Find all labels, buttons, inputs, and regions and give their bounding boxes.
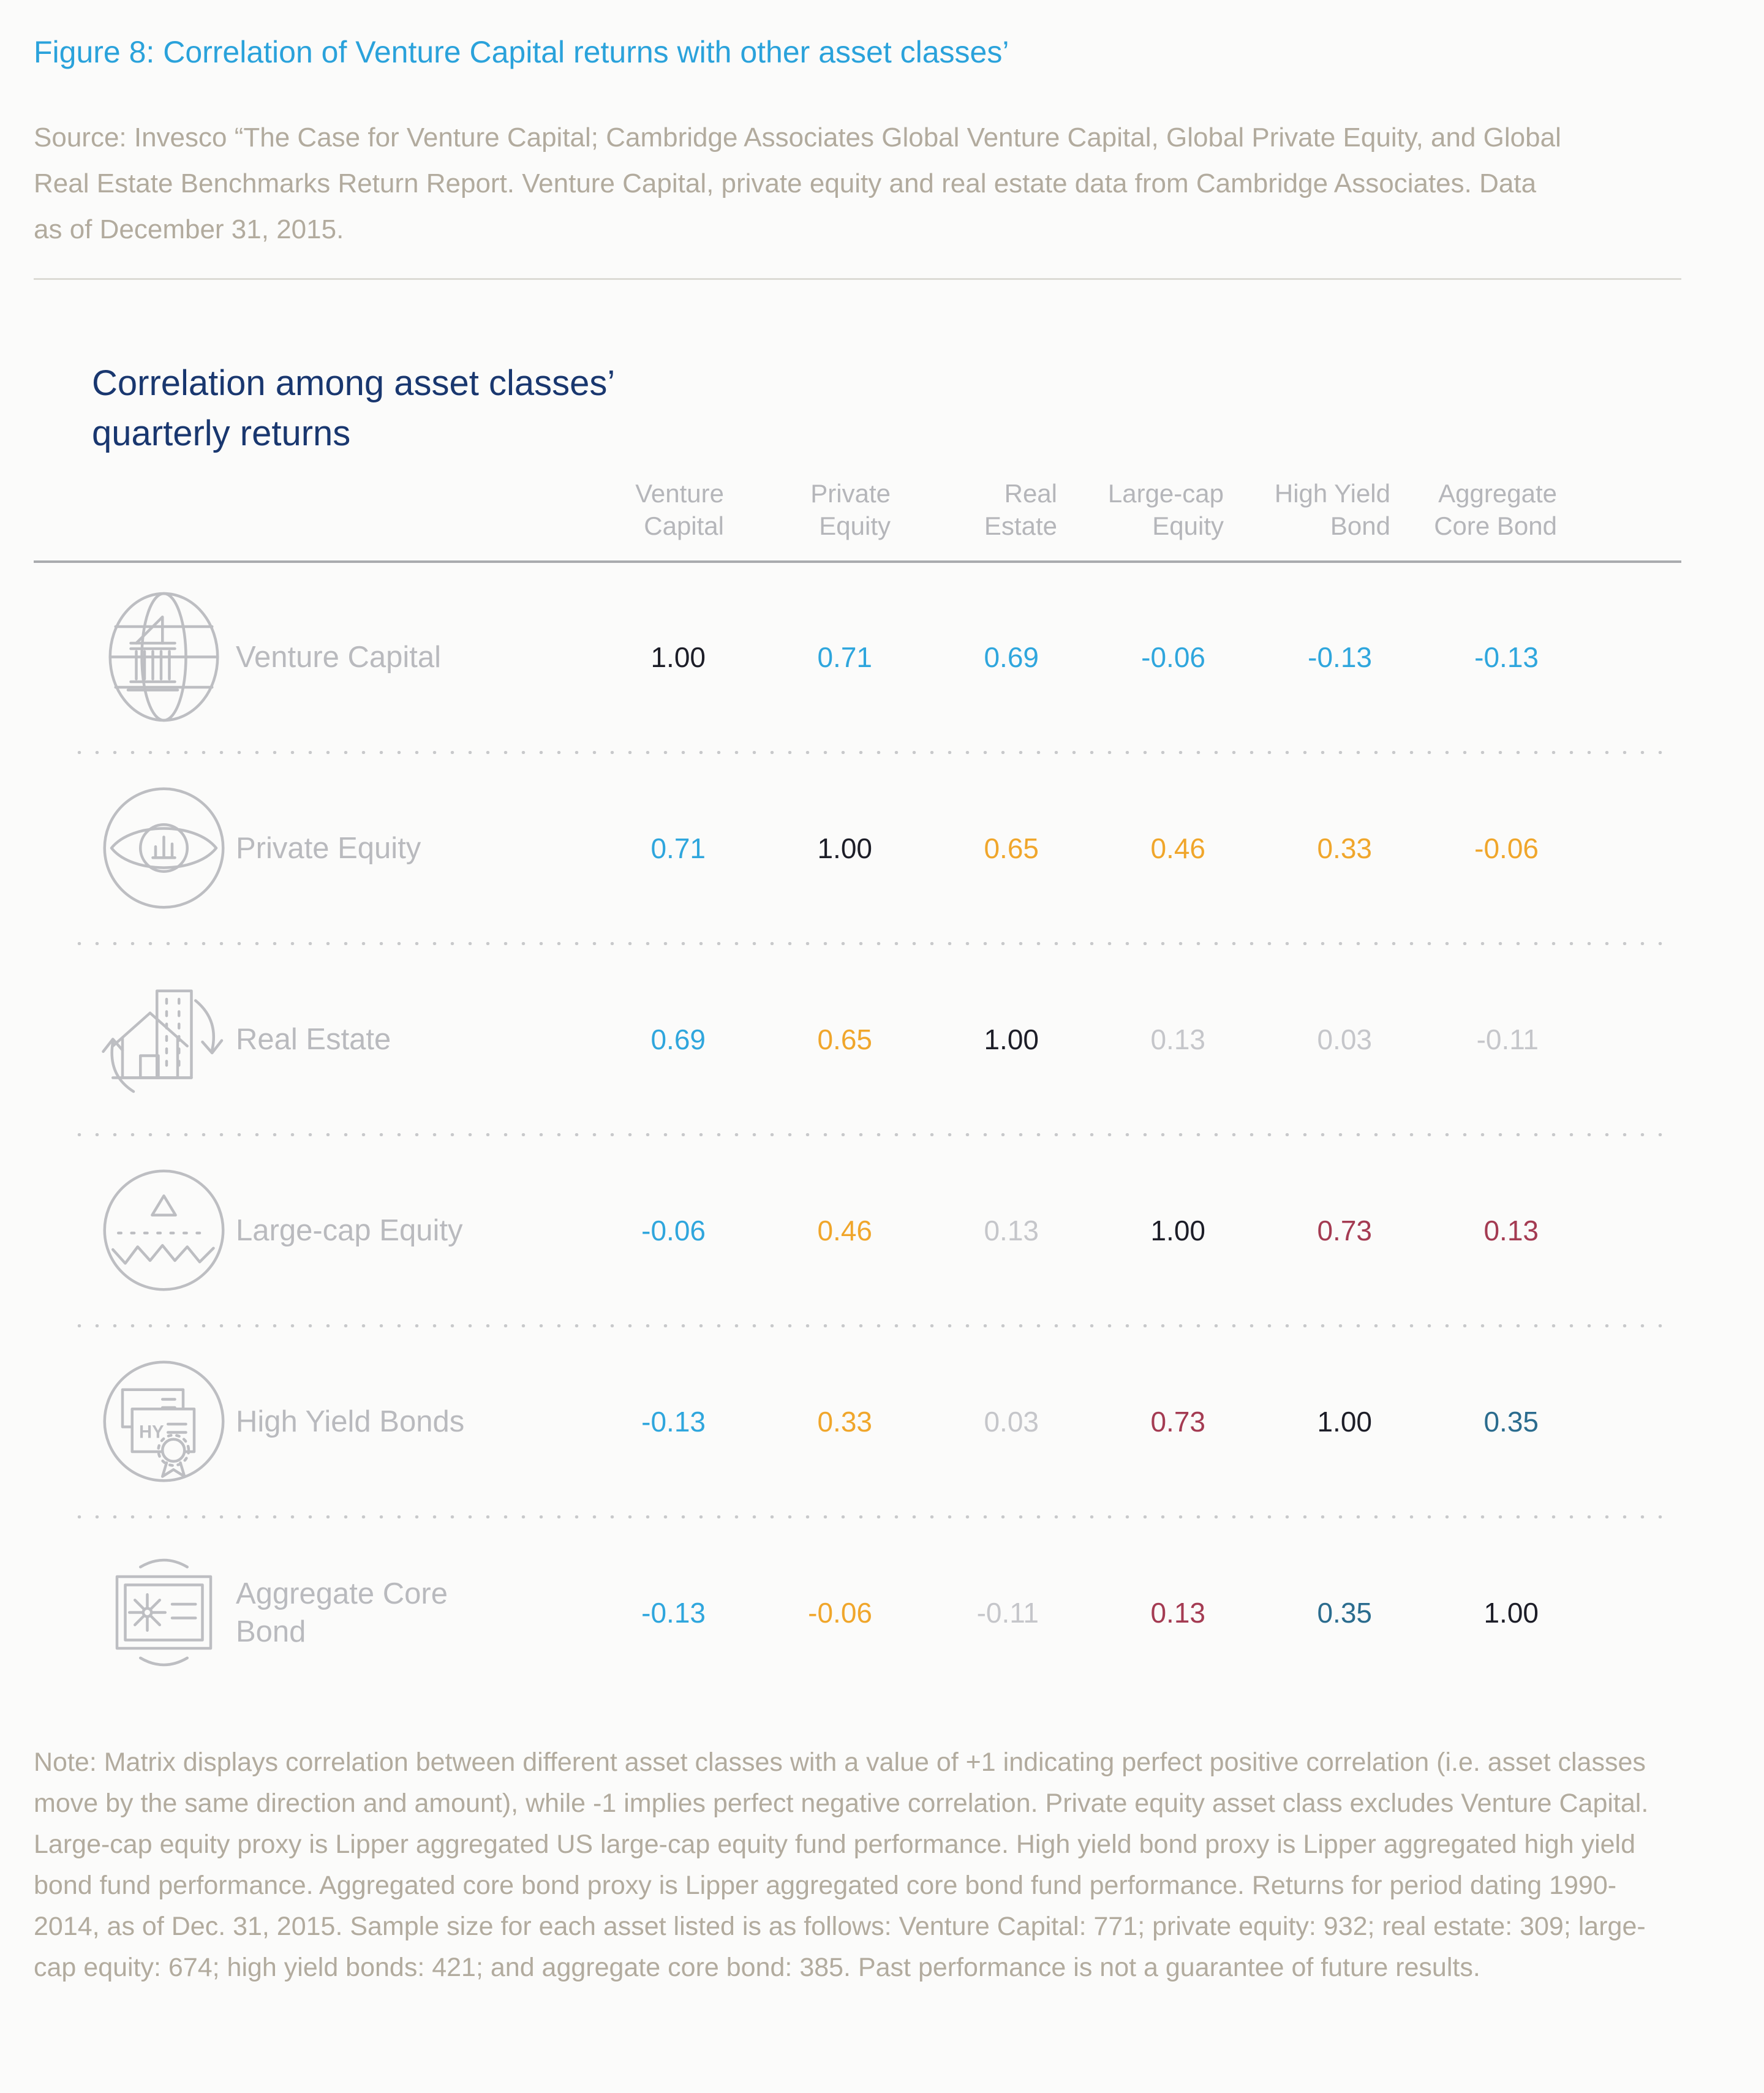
correlation-value: 0.65 [984,832,1039,864]
row-label: Real Estate [236,1022,391,1056]
table-row-large-cap-equity: Large-cap Equity -0.06 0.46 0.13 1.00 0.… [34,1136,1681,1324]
table-row-venture-capital: Venture Capital 1.00 0.71 0.69 -0.06 -0.… [34,563,1681,751]
column-header-high-yield-bond: High Yield Bond [1274,479,1390,540]
row-label: Large-cap Equity [236,1213,463,1247]
column-header-venture-capital: Venture Capital [635,479,724,540]
table-row-real-estate: Real Estate 0.69 0.65 1.00 0.13 0.03 -0.… [34,945,1681,1133]
chart-title: Correlation among asset classes’ quarter… [92,363,614,453]
correlation-value: 1.00 [650,641,706,673]
table-row-private-equity: Private Equity 0.71 1.00 0.65 0.46 0.33 … [34,754,1681,942]
figure-title: Figure 8: Correlation of Venture Capital… [34,35,1009,69]
dotted-separator [70,1133,1675,1136]
source-text: Source: Invesco “The Case for Venture Ca… [34,123,1561,244]
correlation-value: 0.35 [1483,1405,1539,1438]
svg-text:HY: HY [139,1423,164,1442]
row-label: Venture Capital [236,640,442,674]
divider [34,278,1681,280]
correlation-value: -0.13 [641,1596,706,1629]
correlation-value: -0.11 [976,1596,1039,1629]
column-header-large-cap-equity: Large-cap Equity [1107,479,1224,540]
correlation-value: 0.13 [984,1214,1039,1246]
correlation-matrix: Venture Capital Private Equity Real Esta… [34,477,1681,1706]
correlation-value: 0.46 [817,1214,872,1246]
column-header-aggregate-core-bond: Aggregate Core Bond [1434,479,1557,540]
dotted-separator [70,1515,1675,1518]
correlation-value: 0.46 [1150,832,1205,864]
column-header-private-equity: Private Equity [810,479,891,540]
correlation-value: -0.13 [1308,641,1372,673]
correlation-value: -0.06 [1141,641,1205,673]
row-label: Private Equity [236,831,421,865]
correlation-value: -0.06 [808,1596,872,1629]
dotted-separator [70,751,1675,754]
correlation-value: 0.13 [1150,1023,1205,1055]
row-label: Aggregate Core Bond [236,1577,448,1648]
correlation-value: -0.11 [1476,1023,1539,1055]
correlation-value: 1.00 [817,832,872,864]
correlation-value: 0.33 [1317,832,1372,864]
correlation-value: 0.13 [1483,1214,1539,1246]
correlation-value: 1.00 [1317,1405,1372,1438]
correlation-value: -0.06 [641,1214,706,1246]
venture-capital-globe-icon [108,592,219,722]
correlation-value: 0.69 [984,641,1039,673]
column-header-real-estate: Real Estate [984,479,1057,540]
correlation-value: 0.73 [1317,1214,1372,1246]
correlation-value: 0.35 [1317,1596,1372,1629]
aggregate-core-bond-certificate-icon [115,1558,213,1667]
table-header-row: Venture Capital Private Equity Real Esta… [34,477,1681,542]
private-equity-eye-icon [103,787,225,909]
row-label: High Yield Bonds [236,1405,465,1438]
header-rule [34,560,1681,563]
note-text: Note: Matrix displays correlation betwee… [34,1748,1649,1982]
table-row-aggregate-core-bond: Aggregate Core Bond -0.13 -0.06 -0.11 0.… [34,1518,1681,1706]
real-estate-house-icon [102,989,224,1093]
correlation-value: 0.33 [817,1405,872,1438]
correlation-value: 0.71 [817,641,872,673]
dotted-separator [70,942,1675,945]
high-yield-bonds-certificate-icon: HY [103,1360,225,1482]
correlation-value: 0.03 [984,1405,1039,1438]
correlation-value: -0.13 [641,1405,706,1438]
correlation-value: 0.73 [1150,1405,1205,1438]
correlation-value: 0.65 [817,1023,872,1055]
correlation-value: 0.03 [1317,1023,1372,1055]
correlation-value: 1.00 [984,1023,1039,1055]
correlation-value: 1.00 [1483,1596,1539,1629]
correlation-value: 0.69 [650,1023,706,1055]
correlation-value: 0.13 [1150,1596,1205,1629]
dotted-separator [70,1324,1675,1327]
correlation-value: 0.71 [650,832,706,864]
large-cap-equity-market-icon [103,1169,225,1291]
correlation-value: 1.00 [1150,1214,1205,1246]
correlation-value: -0.13 [1474,641,1539,673]
table-row-high-yield-bonds: HY High Yield Bonds -0.13 0.33 0.03 0.73… [34,1327,1681,1515]
correlation-value: -0.06 [1474,832,1539,864]
